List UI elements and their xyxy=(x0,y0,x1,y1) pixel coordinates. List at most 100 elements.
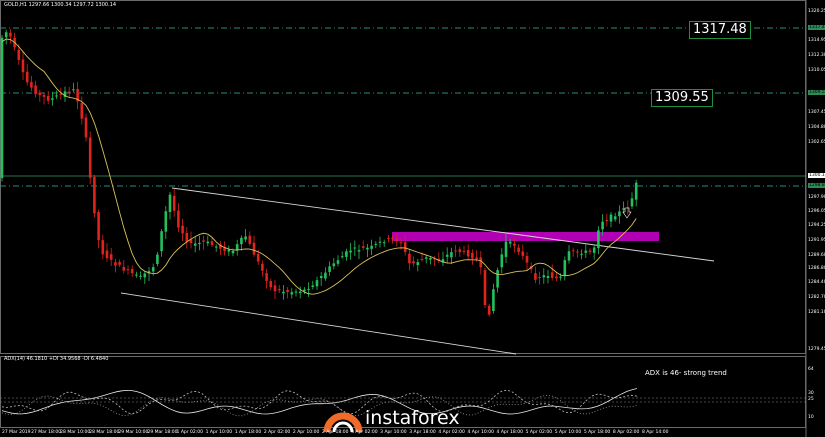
price-tick-label: 1282.70 xyxy=(808,295,825,300)
price-tick-label: 1307.45 xyxy=(808,110,825,115)
candle-body xyxy=(277,288,281,291)
price-tick-label: 1294.25 xyxy=(808,223,825,228)
candle-body xyxy=(328,266,331,272)
candle-body xyxy=(345,251,348,257)
candle-body xyxy=(584,250,588,253)
candle-body xyxy=(80,102,84,119)
candle-body xyxy=(156,254,159,265)
level-label-middle: 1309.55 xyxy=(651,89,713,107)
candle-body xyxy=(508,241,512,244)
candle-body xyxy=(370,245,373,249)
main-pane-border xyxy=(0,0,806,354)
moving-average-line xyxy=(1,38,637,295)
candles xyxy=(0,29,638,317)
candle-body xyxy=(273,285,277,292)
candle-body xyxy=(588,250,592,252)
candle-body xyxy=(592,247,596,253)
time-tick-label: 28 Mar 10:00 xyxy=(60,430,91,435)
candle-body xyxy=(206,241,210,244)
candle-body xyxy=(219,244,222,249)
symbol-label: GOLD,H1 xyxy=(4,2,27,8)
candle-body xyxy=(193,243,197,246)
candle-body xyxy=(46,95,50,101)
candle-body xyxy=(9,32,12,37)
candle-body xyxy=(387,237,390,239)
candle-body xyxy=(227,249,231,252)
candle-body xyxy=(315,280,319,287)
time-tick-label: 8 Apr 14:00 xyxy=(642,430,669,435)
candle-body xyxy=(399,242,403,244)
candle-body xyxy=(261,263,264,271)
price-tick-label: 1296.05 xyxy=(808,209,825,214)
candle-body xyxy=(454,250,457,252)
candle-body xyxy=(231,250,235,254)
candle-body xyxy=(634,182,638,200)
candle-body xyxy=(185,232,189,242)
candle-body xyxy=(147,271,151,274)
candle-body xyxy=(374,243,378,245)
candle-body xyxy=(618,211,621,217)
candle-body xyxy=(139,275,142,277)
time-tick-label: 4 Apr 02:00 xyxy=(438,430,465,435)
candle-body xyxy=(382,242,386,244)
candle-body xyxy=(319,276,323,279)
resistance-zone xyxy=(392,232,659,241)
time-tick-label: 29 Mar 18:00 xyxy=(147,430,178,435)
candle-body xyxy=(521,251,525,256)
price-tick-label: 1302.65 xyxy=(808,140,825,145)
candle-body xyxy=(483,270,487,306)
price-tick-label: 1281.10 xyxy=(808,310,825,315)
time-tick-label: 2 Apr 18:00 xyxy=(322,430,349,435)
adx-tick-label: 30 xyxy=(808,391,814,396)
candle-body xyxy=(534,273,537,280)
price-tick-label: 1304.80 xyxy=(808,125,825,130)
candle-body xyxy=(597,230,600,249)
candle-body xyxy=(412,261,415,264)
candle-body xyxy=(265,273,268,281)
price-tick-label: 1284.40 xyxy=(808,280,825,285)
candle-body xyxy=(324,272,327,279)
candle-body xyxy=(42,94,46,97)
candle-body xyxy=(458,249,462,253)
candle-body xyxy=(76,88,79,102)
candle-body xyxy=(248,235,252,244)
candle-body xyxy=(240,237,243,245)
candle-body xyxy=(487,305,491,315)
candle-body xyxy=(336,260,340,264)
candle-body xyxy=(164,211,168,232)
candle-body xyxy=(420,258,424,260)
time-tick-label: 5 Apr 10:00 xyxy=(554,430,582,435)
symbol-info: GOLD,H1 1297.66 1300.34 1297.72 1300.14 xyxy=(4,2,116,8)
candle-body xyxy=(269,281,273,288)
candle-body xyxy=(63,91,67,97)
adx-main-line xyxy=(1,388,638,415)
candle-body xyxy=(601,221,604,230)
candle-body xyxy=(93,176,96,214)
ohlc-values: 1297.66 1300.34 1297.72 1300.14 xyxy=(28,2,117,8)
candle-body xyxy=(403,242,407,253)
candle-body xyxy=(513,243,516,246)
candle-body xyxy=(189,239,193,244)
candle-body xyxy=(395,238,399,242)
candle-body xyxy=(441,259,445,263)
price-tick-label: 1289.60 xyxy=(808,253,825,258)
candle-body xyxy=(21,59,25,73)
candle-body xyxy=(408,253,411,264)
candle-body xyxy=(30,82,33,88)
adx-tick-label: 25 xyxy=(808,397,814,402)
candle-body xyxy=(626,207,630,209)
instaforex-watermark: instaforex xyxy=(323,402,473,437)
candle-body xyxy=(84,117,88,138)
candle-body xyxy=(609,214,613,222)
candle-body xyxy=(366,247,369,250)
candle-body xyxy=(244,236,247,240)
price-tick-label: 1279.45 xyxy=(808,347,825,352)
candle-body xyxy=(126,269,130,271)
candle-body xyxy=(210,241,214,245)
channel-lower-line xyxy=(120,292,517,355)
candle-body xyxy=(378,241,382,243)
price-tick-label: 1309.55 xyxy=(808,90,825,95)
instaforex-logo-icon xyxy=(323,412,363,433)
time-tick-label: 2 Apr 10:00 xyxy=(292,430,320,435)
